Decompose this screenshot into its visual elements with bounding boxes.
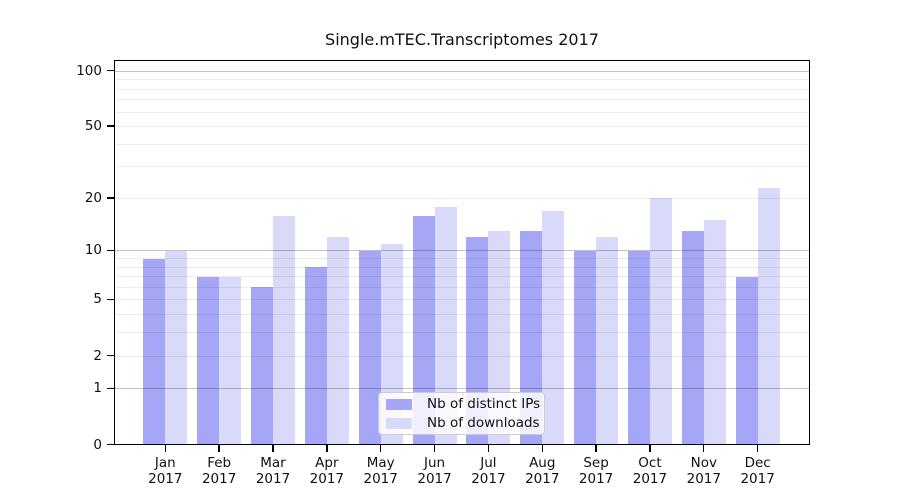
gridline-major-100 [114,70,810,72]
gridline-minor-90 [114,79,810,81]
gridline-minor-20 [114,197,810,199]
bar-jun-ips [412,215,435,445]
gridline-minor-2 [114,355,810,357]
x-tick-label-jul: Jul 2017 [471,454,506,488]
y-tick-label-10: 10 [84,242,102,259]
x-tick-label-mar: Mar 2017 [255,454,291,488]
x-tick-jul [487,444,490,452]
bar-mar-ips [251,287,273,445]
bar-oct-downloads [649,198,672,445]
gridline-minor-6 [114,286,810,288]
bar-may-ips [358,250,381,445]
x-tick-label-feb: Feb 2017 [201,454,237,488]
y-tick-5 [107,298,114,301]
plot-area [114,60,810,445]
x-tick-label-nov: Nov 2017 [686,454,721,488]
y-tick-label-20: 20 [84,189,102,206]
bar-dec-ips [735,276,758,445]
x-tick-label-sep: Sep 2017 [578,454,614,488]
gridline-minor-60 [114,111,810,113]
bar-apr-downloads [326,237,349,445]
bar-feb-ips [197,276,220,445]
x-tick-mar [272,444,274,452]
gridline-minor-7 [114,276,810,278]
x-tick-jun [433,444,436,452]
bar-apr-ips [304,267,327,445]
x-tick-jan [164,444,166,452]
y-tick-2 [107,354,114,357]
bar-feb-downloads [219,276,242,445]
y-tick-label-50: 50 [84,118,102,135]
x-tick-label-oct: Oct 2017 [632,454,668,488]
legend-row-ips: Nb of distinct IPs [379,396,544,412]
gridline-minor-70 [114,99,810,101]
legend-label-ips: Nb of distinct IPs [427,396,541,412]
gridline-minor-9 [114,258,810,259]
gridline-major-1 [114,388,810,390]
x-tick-label-aug: Aug 2017 [525,454,560,488]
bar-jul-downloads [488,231,511,445]
bar-jun-downloads [434,206,457,445]
x-tick-apr [326,444,328,452]
y-tick-label-5: 5 [93,291,102,308]
legend-row-downloads: Nb of downloads [379,415,544,431]
y-tick-label-0: 0 [93,436,102,453]
x-tick-sep [595,444,597,452]
x-tick-dec [756,444,759,452]
gridline-minor-4 [114,314,810,316]
x-tick-label-jun: Jun 2017 [417,454,452,488]
bar-jan-ips [143,258,166,445]
bar-jan-downloads [165,250,188,445]
bar-nov-downloads [703,220,726,445]
bar-mar-downloads [273,215,295,445]
legend-swatch-ips [386,398,412,410]
y-tick-1 [107,387,114,390]
x-tick-label-may: May 2017 [363,454,398,488]
bar-sep-ips [574,250,597,445]
legend-label-downloads: Nb of downloads [427,415,540,431]
gridline-minor-5 [114,299,810,301]
gridline-minor-50 [114,126,810,128]
x-tick-label-jan: Jan 2017 [148,454,183,488]
x-tick-feb [218,444,220,452]
y-tick-label-100: 100 [76,62,102,79]
gridline-minor-40 [114,143,810,145]
bar-nov-ips [681,231,704,445]
bar-aug-downloads [542,210,565,445]
x-tick-label-apr: Apr 2017 [309,454,345,488]
y-tick-label-2: 2 [93,347,102,364]
gridline-minor-80 [114,88,810,90]
gridline-minor-3 [114,332,810,334]
y-tick-0 [107,443,114,446]
chart-title: Single.mTEC.Transcriptomes 2017 [325,30,599,49]
x-tick-label-dec: Dec 2017 [740,454,775,488]
x-tick-oct [649,444,651,452]
bar-aug-ips [520,231,543,445]
y-tick-50 [107,125,114,127]
gridline-major-10 [114,250,810,252]
bar-sep-downloads [596,237,619,445]
legend-swatch-downloads [386,417,412,429]
x-tick-nov [703,444,705,452]
y-tick-100 [107,69,114,72]
y-tick-20 [107,197,114,199]
x-tick-may [380,444,382,452]
y-tick-label-1: 1 [93,380,102,397]
gridline-minor-30 [114,166,810,168]
bar-oct-ips [627,250,650,445]
legend: Nb of distinct IPs Nb of downloads [378,392,545,435]
x-tick-aug [541,444,543,452]
gridline-minor-8 [114,266,810,268]
bar-dec-downloads [757,187,780,445]
y-tick-10 [107,249,114,251]
